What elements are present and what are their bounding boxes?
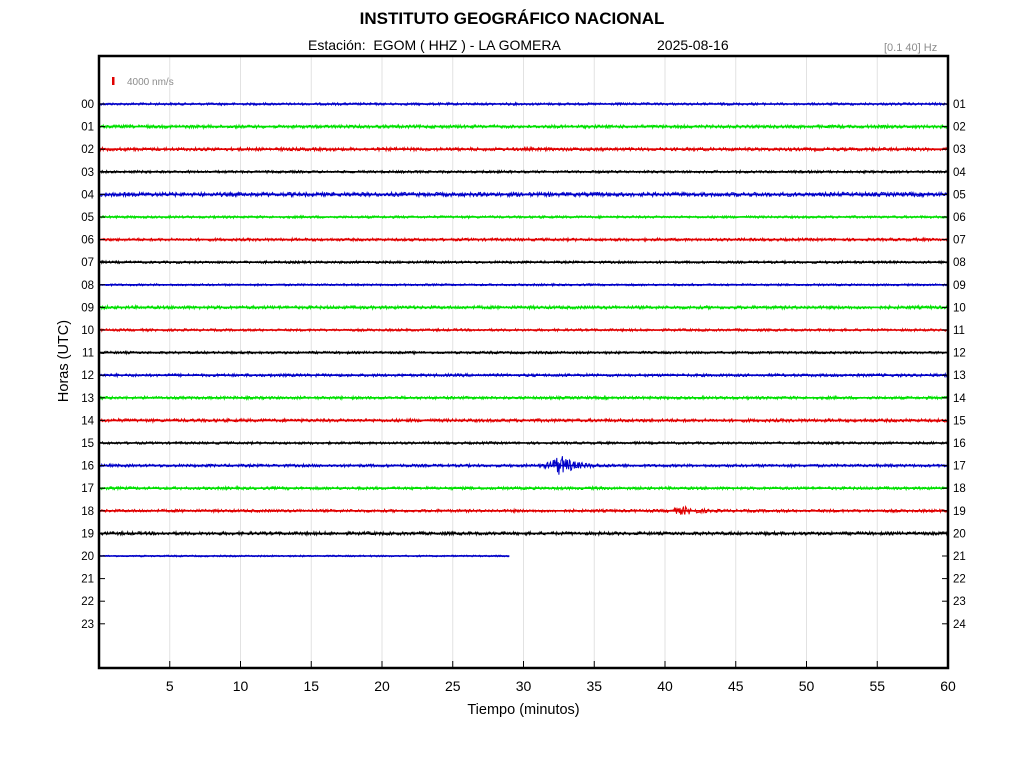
y-tick-label-left: 16 (81, 461, 94, 473)
x-tick-label: 60 (940, 678, 956, 694)
y-tick-label-left: 02 (81, 144, 94, 156)
y-tick-label-left: 11 (82, 348, 94, 360)
scale-label: 4000 nm/s (127, 77, 174, 88)
y-tick-label-left: 10 (81, 325, 94, 337)
y-tick-label-left: 01 (81, 122, 94, 134)
y-tick-label-left: 18 (81, 506, 94, 518)
x-tick-label: 55 (869, 678, 885, 694)
y-tick-label-right: 09 (953, 280, 966, 292)
x-tick-label: 10 (233, 678, 249, 694)
y-tick-label-left: 00 (81, 99, 94, 111)
y-tick-label-left: 17 (81, 483, 94, 495)
y-tick-label-left: 22 (81, 596, 94, 608)
station-label: Estación: EGOM ( HHZ ) - LA GOMERA (308, 37, 561, 53)
y-tick-label-left: 12 (81, 370, 94, 382)
y-tick-label-left: 04 (81, 189, 94, 201)
y-tick-label-left: 08 (81, 280, 94, 292)
y-tick-label-right: 11 (953, 325, 965, 337)
y-tick-label-right: 12 (953, 348, 966, 360)
y-tick-label-right: 06 (953, 212, 966, 224)
x-tick-label: 5 (166, 678, 174, 694)
y-tick-label-right: 18 (953, 483, 966, 495)
y-tick-label-left: 06 (81, 235, 94, 247)
chart-title: INSTITUTO GEOGRÁFICO NACIONAL (359, 9, 665, 28)
y-tick-label-right: 07 (953, 235, 966, 247)
date-label: 2025-08-16 (657, 37, 729, 53)
y-tick-label-left: 21 (81, 574, 94, 586)
y-tick-label-right: 01 (953, 99, 966, 111)
y-tick-label-left: 19 (81, 528, 94, 540)
y-tick-label-left: 03 (81, 167, 94, 179)
y-tick-label-left: 20 (81, 551, 94, 563)
y-tick-label-right: 20 (953, 528, 966, 540)
y-tick-label-right: 23 (953, 596, 966, 608)
frequency-band-label: [0.1 40] Hz (884, 42, 938, 54)
y-tick-label-right: 08 (953, 257, 966, 269)
x-tick-label: 40 (657, 678, 673, 694)
x-tick-label: 20 (374, 678, 390, 694)
x-tick-label: 25 (445, 678, 461, 694)
y-tick-label-right: 14 (953, 393, 966, 405)
y-tick-label-left: 09 (81, 302, 94, 314)
y-tick-label-right: 15 (953, 415, 966, 427)
y-tick-label-right: 05 (953, 189, 966, 201)
x-tick-label: 50 (799, 678, 815, 694)
scale-bar (112, 77, 115, 85)
y-tick-label-left: 13 (81, 393, 94, 405)
x-tick-label: 45 (728, 678, 744, 694)
y-tick-label-right: 16 (953, 438, 966, 450)
y-tick-label-left: 14 (81, 415, 94, 427)
y-tick-label-right: 24 (953, 619, 966, 631)
y-tick-label-left: 07 (81, 257, 94, 269)
x-tick-label: 35 (586, 678, 602, 694)
x-axis-label: Tiempo (minutos) (467, 702, 579, 718)
x-tick-label: 30 (516, 678, 532, 694)
y-tick-label-left: 05 (81, 212, 94, 224)
y-tick-label-right: 22 (953, 574, 966, 586)
y-tick-label-left: 23 (81, 619, 94, 631)
y-tick-label-right: 10 (953, 302, 966, 314)
y-tick-label-right: 13 (953, 370, 966, 382)
x-tick-label: 15 (303, 678, 319, 694)
y-tick-label-left: 15 (81, 438, 94, 450)
y-tick-label-right: 04 (953, 167, 966, 179)
y-tick-label-right: 03 (953, 144, 966, 156)
y-tick-label-right: 02 (953, 122, 966, 134)
y-tick-label-right: 17 (953, 461, 966, 473)
y-tick-label-right: 21 (953, 551, 966, 563)
y-tick-label-right: 19 (953, 506, 966, 518)
y-axis-label: Horas (UTC) (56, 320, 72, 402)
